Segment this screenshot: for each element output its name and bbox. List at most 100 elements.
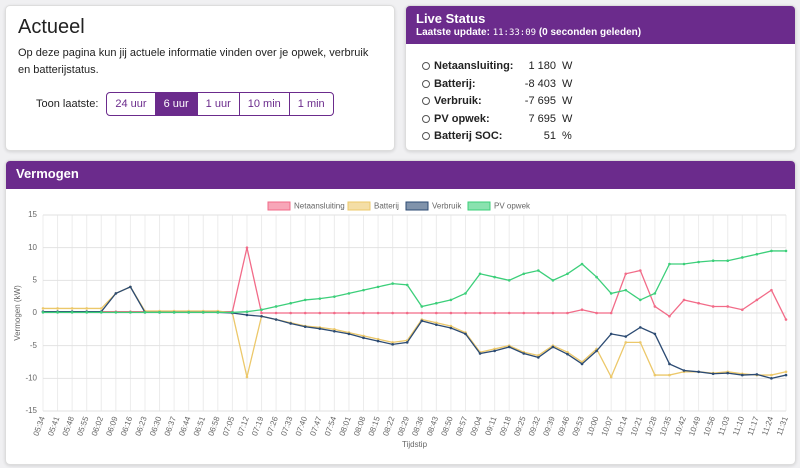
data-point	[405, 341, 409, 344]
data-point	[420, 311, 424, 315]
data-point	[362, 336, 365, 340]
legend-label: Batterij	[374, 202, 399, 211]
data-point	[143, 311, 147, 314]
data-point	[333, 328, 336, 331]
data-point	[274, 305, 278, 308]
status-label: PV opwek:	[434, 112, 490, 125]
data-point	[697, 370, 700, 374]
x-tick-label: 09:53	[571, 415, 586, 437]
status-value: -7 695	[524, 95, 556, 107]
x-tick-label: 10:21	[629, 415, 644, 437]
data-point	[624, 341, 628, 344]
data-point	[449, 311, 453, 315]
data-point	[609, 292, 613, 295]
x-tick-label: 08:08	[352, 415, 367, 437]
x-tick-label: 07:19	[250, 415, 265, 437]
series-line	[43, 247, 787, 320]
legend-swatch	[267, 201, 291, 211]
status-row: Netaansluiting: 1 180 W	[422, 58, 572, 74]
data-point	[405, 283, 409, 287]
data-point	[551, 311, 555, 315]
x-tick-label: 05:48	[61, 415, 76, 437]
range-button[interactable]: 1 min	[288, 92, 334, 116]
x-tick-label: 06:37	[163, 415, 178, 437]
data-point	[376, 285, 380, 289]
data-point	[391, 341, 394, 344]
data-point	[507, 279, 511, 282]
data-point	[231, 311, 234, 314]
live-status-title: Live Status	[416, 11, 486, 26]
range-button[interactable]: 24 uur	[106, 92, 156, 116]
x-tick-label: 11:03	[716, 415, 731, 437]
data-point	[245, 246, 249, 249]
x-tick-label: 08:57	[454, 415, 469, 437]
data-point	[85, 307, 89, 310]
data-point	[551, 345, 555, 349]
range-button[interactable]: 6 uur	[154, 92, 198, 116]
data-point	[99, 311, 103, 314]
y-tick-label: 5	[33, 275, 38, 284]
data-point	[668, 262, 671, 266]
data-point	[303, 298, 307, 302]
x-tick-label: 05:34	[32, 415, 47, 437]
data-point	[260, 308, 263, 312]
data-point	[478, 272, 482, 276]
data-point	[537, 356, 540, 359]
data-point	[682, 262, 686, 266]
data-point	[507, 311, 511, 315]
x-tick-label: 08:29	[396, 415, 411, 437]
x-tick-label: 10:42	[673, 415, 688, 437]
x-tick-label: 06:02	[90, 415, 105, 437]
data-point	[449, 298, 453, 302]
data-point	[347, 292, 351, 295]
data-point	[318, 327, 322, 330]
data-point	[507, 345, 511, 349]
data-point	[56, 311, 59, 314]
data-point	[537, 269, 540, 272]
data-point	[493, 311, 496, 315]
data-point	[464, 332, 467, 336]
status-label: Batterij SOC:	[434, 130, 503, 142]
data-point	[740, 308, 744, 312]
data-point	[784, 318, 788, 321]
data-point	[318, 311, 322, 315]
data-point	[70, 311, 74, 314]
legend-label: PV opwek	[494, 202, 531, 211]
x-tick-label: 10:28	[643, 415, 658, 437]
data-point	[289, 311, 292, 315]
x-tick-label: 09:46	[556, 415, 571, 437]
data-point	[639, 298, 642, 302]
data-point	[668, 362, 671, 366]
data-point	[609, 311, 613, 315]
data-point	[187, 311, 190, 314]
status-row: Batterij: -8 403 W	[422, 76, 572, 92]
data-point	[537, 311, 540, 315]
data-point	[770, 373, 773, 377]
x-tick-label: 08:15	[367, 415, 382, 437]
data-point	[274, 318, 278, 321]
x-tick-label: 06:30	[148, 415, 163, 437]
x-tick-label: 05:41	[46, 415, 61, 437]
data-point	[201, 311, 205, 314]
x-tick-label: 07:05	[221, 415, 236, 437]
data-point	[755, 252, 759, 256]
vermogen-card: Vermogen 05:34 05:41 05:48 05:55 06:02 06:09 0…	[5, 160, 796, 465]
live-status-header: Live Status Laatste update: 11:33:09 (0 …	[406, 6, 795, 44]
data-point	[260, 311, 263, 315]
data-point	[580, 362, 584, 366]
range-button[interactable]: 1 uur	[196, 92, 240, 116]
data-point	[435, 301, 438, 305]
range-button[interactable]: 10 min	[238, 92, 290, 116]
data-point	[449, 324, 453, 328]
info-icon	[422, 132, 430, 140]
data-point	[653, 332, 657, 336]
data-point	[216, 311, 220, 314]
data-point	[595, 349, 598, 353]
status-unit: W	[562, 112, 573, 125]
y-tick-label: 10	[28, 243, 37, 252]
data-point	[566, 272, 569, 276]
x-tick-label: 06:58	[206, 415, 221, 437]
data-point	[784, 373, 788, 377]
data-point	[158, 311, 161, 314]
actueel-title: Actueel	[18, 16, 85, 38]
